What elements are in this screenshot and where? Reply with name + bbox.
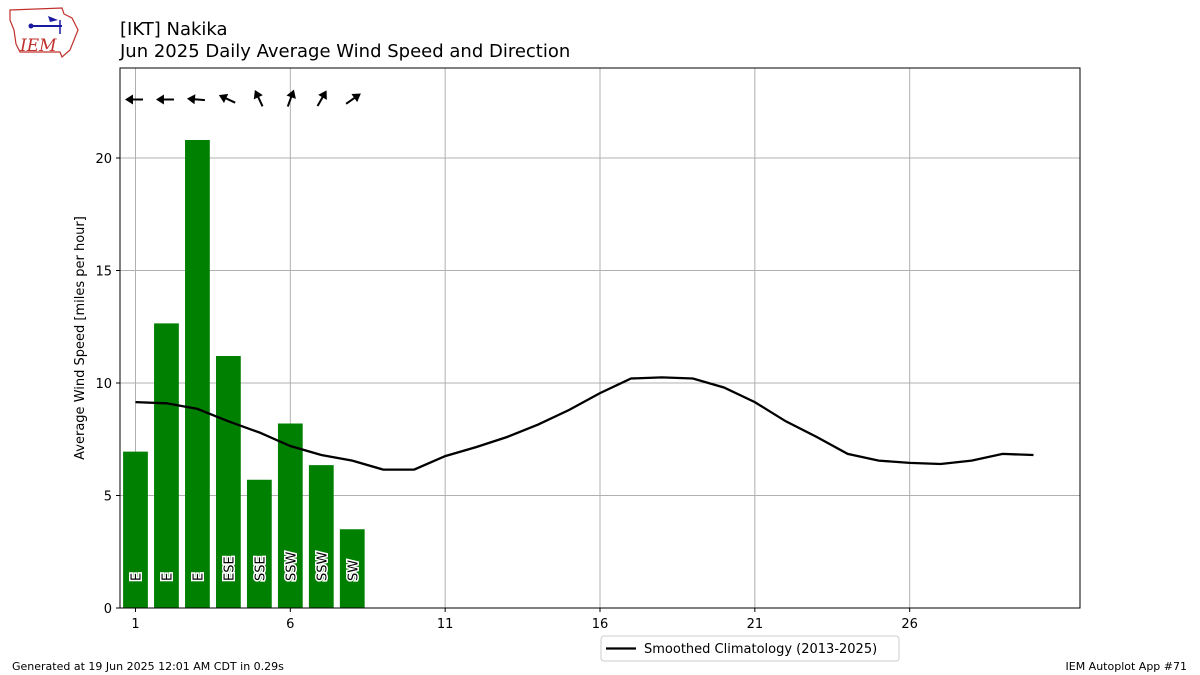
direction-arrow-head [186,94,196,105]
direction-label: ESE [222,556,237,581]
direction-arrow-head [218,93,229,103]
direction-arrow-head [124,94,133,105]
direction-arrow-head [253,89,263,100]
app-note: IEM Autoplot App #71 [1065,660,1188,673]
legend-label-climatology: Smoothed Climatology (2013-2025) [644,642,877,657]
direction-label: E [160,573,175,581]
wind-bar [277,423,303,608]
y-tick-label: 5 [104,490,112,505]
wind-bar [154,323,179,608]
x-tick-label: 16 [592,617,609,632]
y-tick-label: 10 [95,377,112,392]
direction-arrows [124,89,361,107]
direction-label: SSW [284,551,299,581]
chart-title-line2: Jun 2025 Daily Average Wind Speed and Di… [119,41,570,62]
y-tick-label: 15 [95,265,112,280]
wind-bar [123,451,148,608]
direction-labels: E E E ESE SSE SSW SSW SW [128,550,363,583]
x-tick-label: 6 [286,617,294,632]
x-tick-label: 26 [901,617,918,632]
direction-label: E [191,573,206,581]
wind-bar [216,356,241,608]
direction-arrow-head [155,94,164,105]
y-axis-label: Average Wind Speed [miles per hour] [73,216,88,460]
direction-arrow-head [286,89,296,99]
wind-bar [246,479,272,608]
y-tick-label: 0 [104,602,112,617]
x-tick-label: 11 [437,617,454,632]
x-tick-label: 21 [747,617,764,632]
direction-label: SSW [315,551,330,581]
direction-label: E [129,573,144,581]
climatology-line [135,376,1034,471]
generated-note: Generated at 19 Jun 2025 12:01 AM CDT in… [12,660,284,673]
direction-arrow-head [318,90,327,100]
logo-text: IEM [19,36,57,56]
wind-bar [185,140,210,608]
direction-label: SW [346,560,361,581]
wind-bar [339,529,365,608]
y-tick-label: 20 [95,152,112,167]
direction-label: SSE [253,556,268,581]
x-tick-label: 1 [131,617,139,632]
iem-logo: IEM [9,7,79,59]
bars [123,140,365,608]
chart-title-line1: [IKT] Nakika [120,19,228,40]
legend: Smoothed Climatology (2013-2025) [600,635,900,662]
direction-arrow-head [351,93,361,103]
wind-bar [308,465,334,608]
